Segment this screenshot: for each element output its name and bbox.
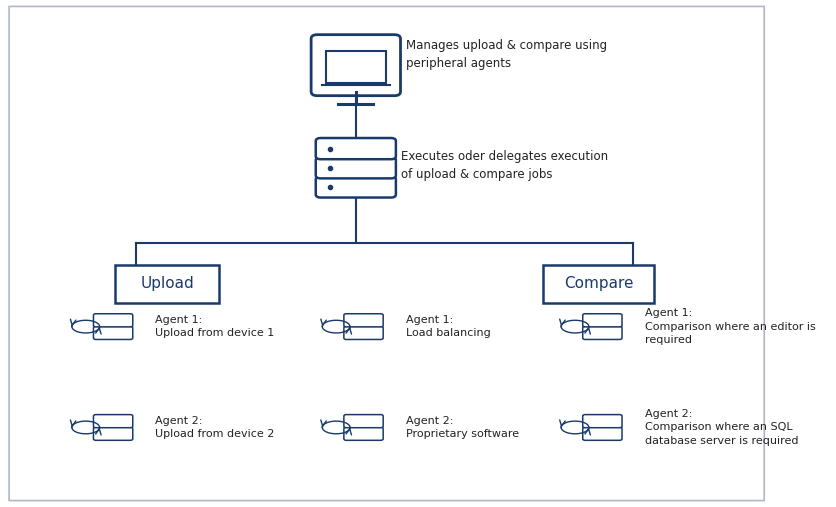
FancyBboxPatch shape xyxy=(344,314,383,327)
Text: Compare: Compare xyxy=(563,276,633,291)
FancyBboxPatch shape xyxy=(542,265,654,303)
FancyBboxPatch shape xyxy=(344,427,383,440)
FancyBboxPatch shape xyxy=(9,7,763,500)
Text: Agent 1:
Comparison where an editor is
required: Agent 1: Comparison where an editor is r… xyxy=(644,308,814,345)
Text: Executes oder delegates execution
of upload & compare jobs: Executes oder delegates execution of upl… xyxy=(400,150,607,181)
FancyBboxPatch shape xyxy=(582,415,621,428)
FancyBboxPatch shape xyxy=(582,427,621,440)
Text: Agent 2:
Proprietary software: Agent 2: Proprietary software xyxy=(405,416,518,439)
FancyBboxPatch shape xyxy=(582,327,621,340)
FancyBboxPatch shape xyxy=(94,427,133,440)
FancyBboxPatch shape xyxy=(315,176,395,198)
Text: Upload: Upload xyxy=(140,276,194,291)
FancyBboxPatch shape xyxy=(315,157,395,178)
FancyBboxPatch shape xyxy=(325,51,385,83)
Text: Agent 2:
Comparison where an SQL
database server is required: Agent 2: Comparison where an SQL databas… xyxy=(644,409,798,446)
Text: Agent 2:
Upload from device 2: Agent 2: Upload from device 2 xyxy=(155,416,274,439)
FancyBboxPatch shape xyxy=(94,314,133,327)
FancyBboxPatch shape xyxy=(311,34,400,96)
FancyBboxPatch shape xyxy=(344,327,383,340)
FancyBboxPatch shape xyxy=(94,415,133,428)
Text: Agent 1:
Upload from device 1: Agent 1: Upload from device 1 xyxy=(155,315,274,338)
FancyBboxPatch shape xyxy=(315,138,395,159)
FancyBboxPatch shape xyxy=(115,265,219,303)
FancyBboxPatch shape xyxy=(344,415,383,428)
Text: Agent 1:
Load balancing: Agent 1: Load balancing xyxy=(405,315,490,338)
FancyBboxPatch shape xyxy=(94,327,133,340)
Text: Manages upload & compare using
peripheral agents: Manages upload & compare using periphera… xyxy=(405,39,606,70)
FancyBboxPatch shape xyxy=(582,314,621,327)
